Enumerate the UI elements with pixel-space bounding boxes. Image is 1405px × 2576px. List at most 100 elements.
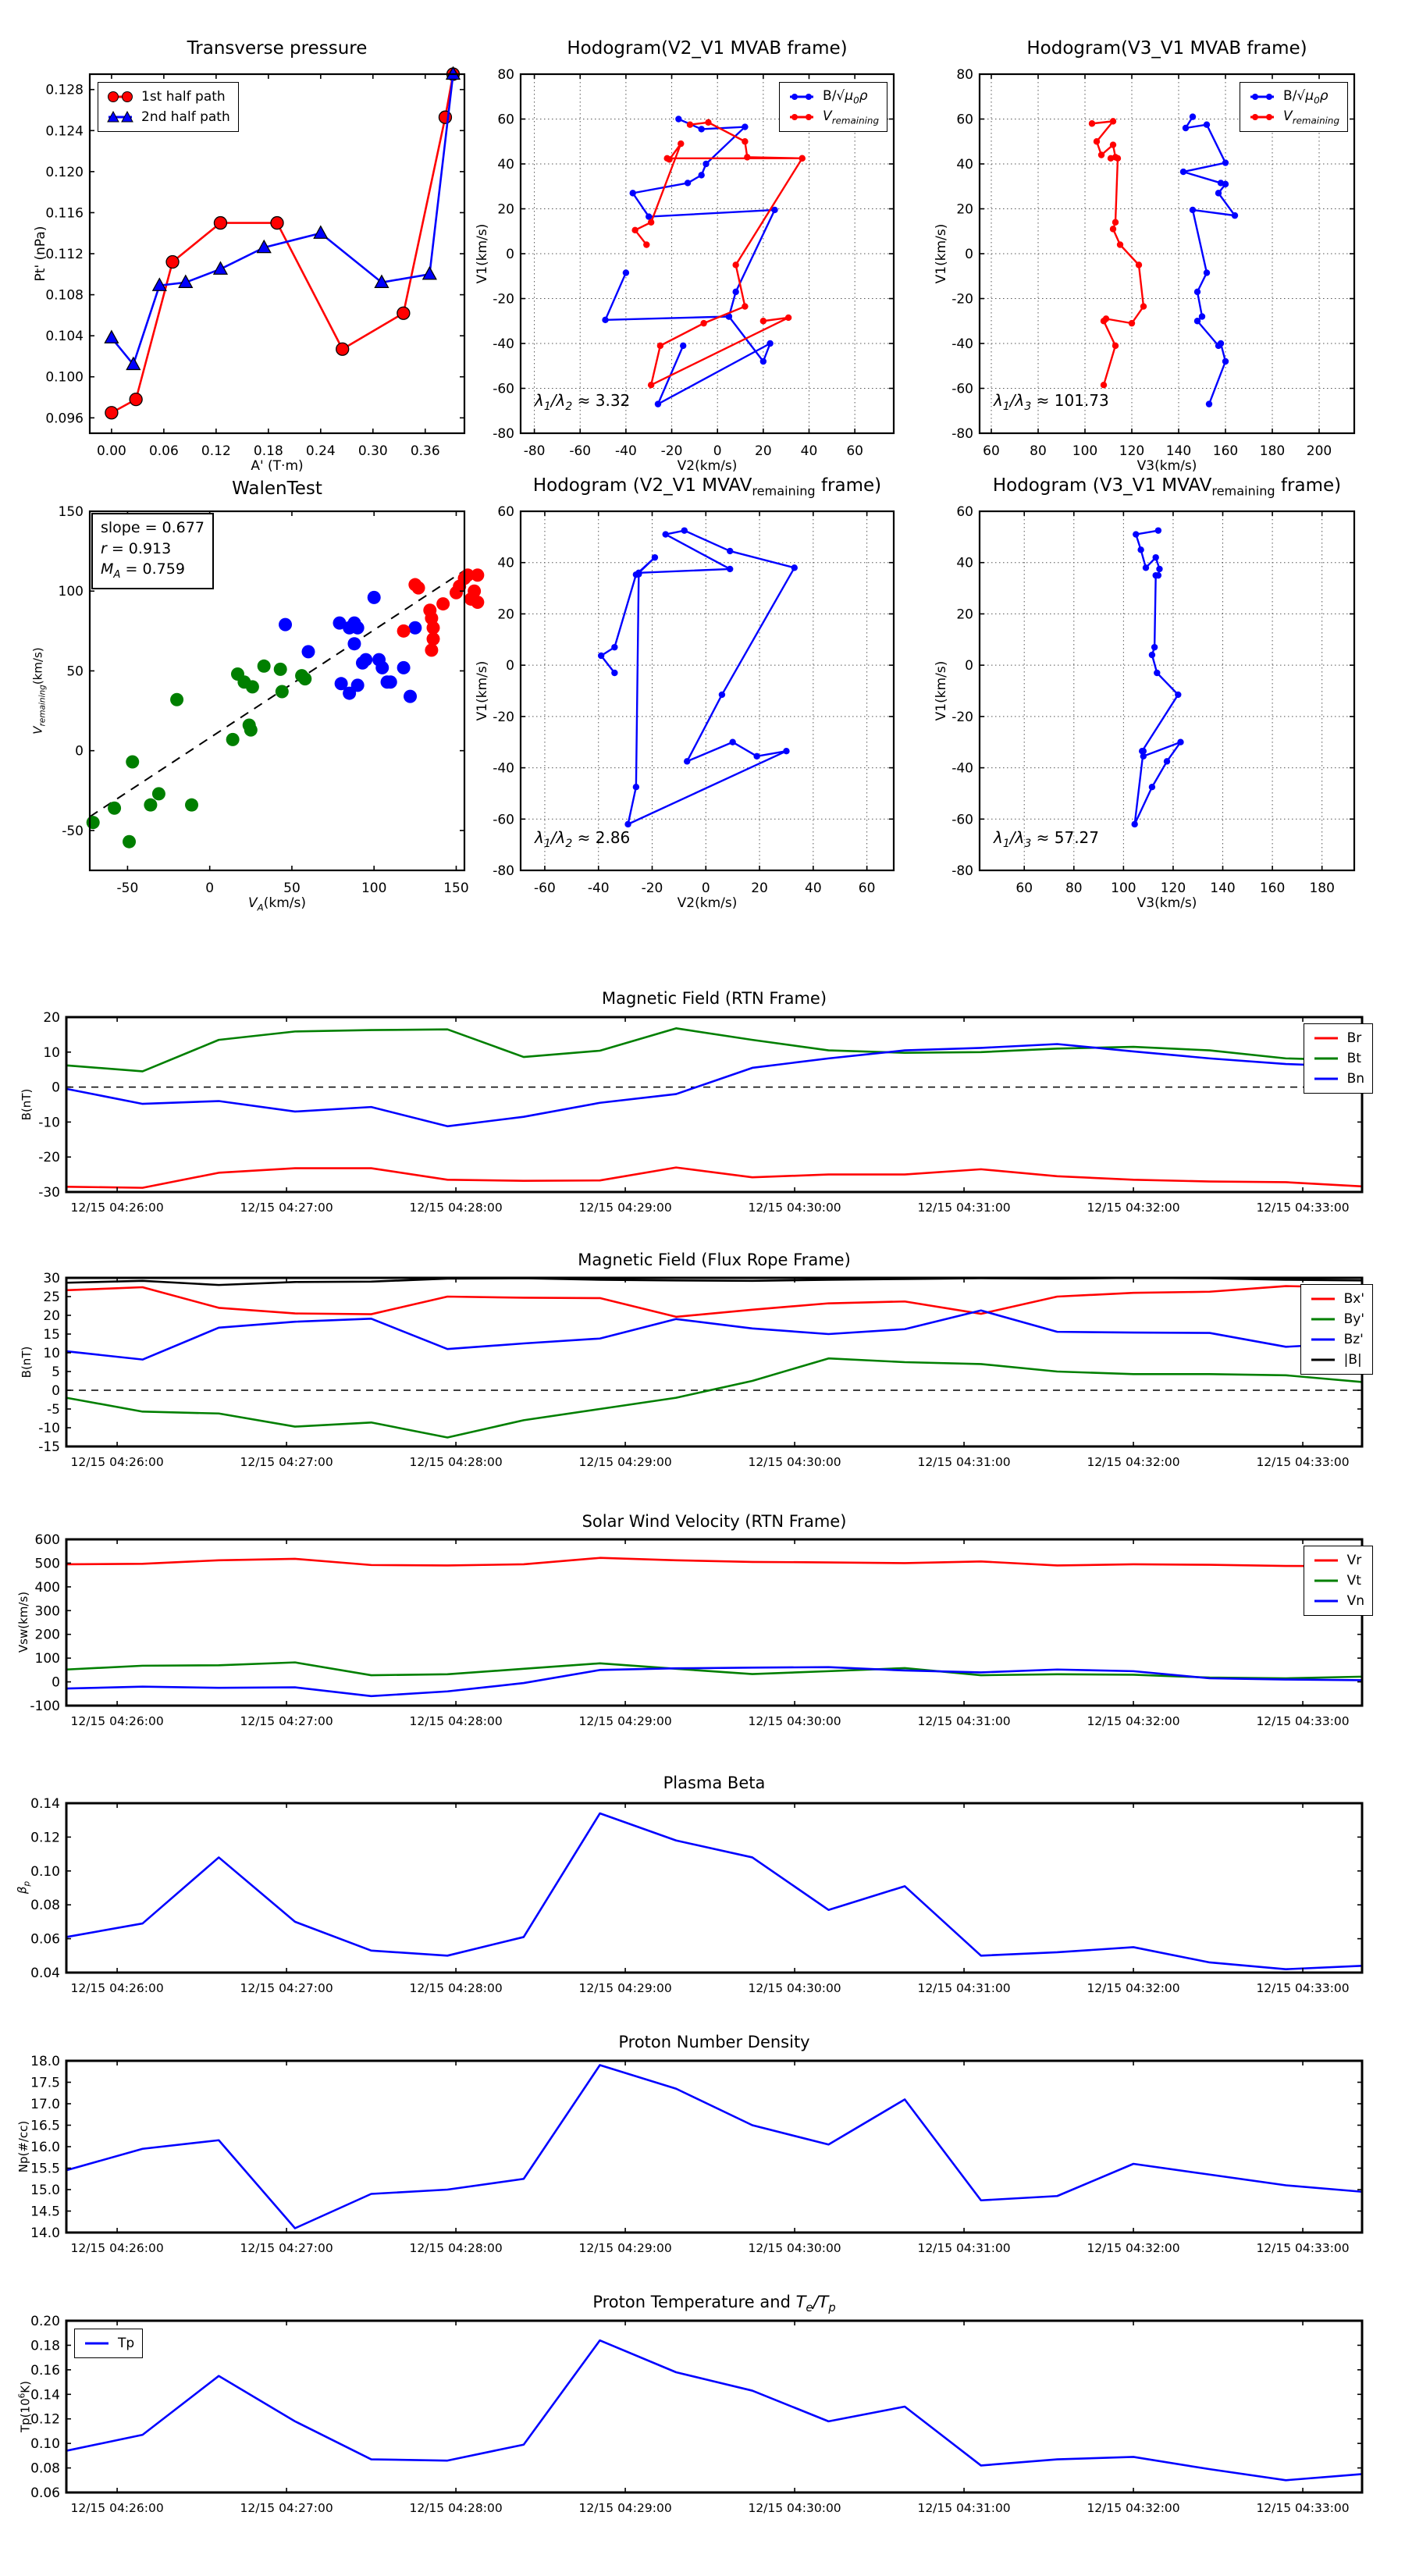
- legend: Tp: [74, 2329, 144, 2358]
- vsw-chart: 12/15 04:26:00 12/15 04:27:00 12/15 04:28:…: [30, 1532, 1364, 1728]
- scatter-point-first-half: [123, 834, 137, 849]
- y-tick-label: 0.08: [30, 2461, 60, 2477]
- y-tick-label: 17.0: [30, 2097, 60, 2112]
- hodogram-v3v1-mvab-ylabel: V1(km/s): [934, 223, 949, 284]
- x-tick-label: 120: [1161, 881, 1186, 896]
- legend-item: Vremaining: [1248, 107, 1339, 127]
- panel-hodogram-v2v1-mvab: -80 -60 -40 -20 0 20 40 60 -80 -60 -40 -20 0 20 40 60 80…: [468, 12, 944, 480]
- x-tick-label: 160: [1213, 443, 1238, 459]
- y-tick-label: 10: [43, 1045, 60, 1061]
- x-tick-label: 12/15 04:33:00: [1256, 1455, 1349, 1469]
- scatter-point-middle: [375, 660, 389, 674]
- x-tick-label: -50: [117, 881, 139, 896]
- series-Bx': [66, 1285, 1363, 1318]
- legend-item: 2nd half path: [106, 107, 230, 127]
- panel-walen-test: -50 0 50 100 150 -50 0 50 100 150 WalenTest Vrema…: [23, 449, 507, 917]
- y-tick-label: 60: [956, 504, 973, 520]
- y-tick-label: -80: [493, 426, 514, 442]
- scatter-point-second-half: [471, 568, 485, 582]
- y-tick-label: 0.16: [30, 2363, 60, 2379]
- scatter-point-first-half: [170, 692, 184, 706]
- proton-density-title: Proton Number Density: [618, 2033, 810, 2051]
- x-tick-label: 0.12: [201, 443, 231, 459]
- y-tick-label: 20: [956, 202, 973, 218]
- x-tick-label: 20: [751, 881, 768, 896]
- y-tick-label: -80: [493, 863, 514, 879]
- legend-item: Vremaining: [788, 107, 879, 127]
- y-tick-label: -10: [38, 1421, 60, 1436]
- series-V-lower: [649, 158, 803, 386]
- scatter-point-first-half: [151, 787, 165, 801]
- x-tick-label: 12/15 04:27:00: [240, 2241, 333, 2255]
- y-tick-label: -60: [951, 382, 973, 397]
- x-tick-label: -40: [615, 443, 637, 459]
- legend-label: Tp: [118, 2336, 135, 2351]
- scatter-point-first-half: [185, 798, 199, 812]
- legend-line-sample: [1314, 1559, 1338, 1562]
- panel-b-fluxrope: 12/15 04:26:00 12/15 04:27:00 12/15 04:28:…: [0, 1233, 1405, 1475]
- scatter-point-first-half: [245, 680, 259, 694]
- series-V: [599, 529, 795, 826]
- x-tick-label: 0.18: [254, 443, 283, 459]
- x-tick-label: 12/15 04:33:00: [1256, 1714, 1349, 1728]
- y-tick-label: 20: [956, 607, 973, 622]
- x-tick-label: 12/15 04:28:00: [409, 1455, 502, 1469]
- y-tick-label: 0: [52, 1675, 60, 1691]
- x-tick-label: 12/15 04:33:00: [1256, 2501, 1349, 2515]
- x-tick-label: 12/15 04:31:00: [917, 2241, 1010, 2255]
- y-tick-label: 200: [35, 1628, 60, 1643]
- series-Tp: [66, 2339, 1363, 2482]
- y-tick-label: -5: [47, 1402, 60, 1418]
- legend-label: Vremaining: [823, 108, 879, 126]
- vsw-title: Solar Wind Velocity (RTN Frame): [582, 1512, 847, 1531]
- y-tick-label: 20: [43, 1308, 60, 1324]
- legend: B/√μ0ρ Vremaining: [779, 82, 887, 132]
- x-tick-label: 12/15 04:31:00: [917, 1714, 1010, 1728]
- x-tick-label: -80: [524, 443, 546, 459]
- b-rtn-ylabel: B(nT): [20, 1088, 34, 1121]
- y-tick-label: 40: [956, 157, 973, 173]
- plot-frame: [65, 1016, 1364, 1194]
- hodogram-v2v1-mvab-annotation: λ1/λ2 ≈ 3.32: [535, 391, 631, 413]
- y-tick-label: -15: [38, 1439, 60, 1455]
- plot-frame: [65, 2059, 1364, 2234]
- x-tick-label: 12/15 04:32:00: [1087, 1455, 1179, 1469]
- x-tick-label: 12/15 04:31:00: [917, 1981, 1010, 1995]
- scatter-point-second-half: [425, 643, 439, 657]
- y-tick-label: 10: [43, 1346, 60, 1361]
- y-tick-label: 0.18: [30, 2338, 60, 2354]
- series-fit: [89, 570, 465, 818]
- scatter-point-middle: [367, 590, 381, 604]
- legend-line-sample: [1250, 114, 1275, 120]
- series-Bz': [66, 1309, 1363, 1361]
- series-Vr: [66, 1557, 1363, 1567]
- y-tick-label: 40: [497, 157, 514, 173]
- hodogram-v2v1-mvav-ylabel: V1(km/s): [475, 660, 490, 721]
- x-tick-label: 12/15 04:27:00: [240, 2501, 333, 2515]
- y-tick-label: 0.10: [30, 1864, 60, 1880]
- panel-b-rtn: 12/15 04:26:00 12/15 04:27:00 12/15 04:28:…: [0, 972, 1405, 1214]
- scatter-point-first-half: [257, 659, 271, 673]
- walen-test-title: WalenTest: [232, 479, 322, 499]
- legend-item: |B|: [1309, 1350, 1364, 1370]
- x-tick-label: 120: [1119, 443, 1144, 459]
- legend-item: B/√μ0ρ: [1248, 87, 1339, 107]
- y-tick-label: -50: [62, 824, 84, 839]
- proton-density-ylabel: Np(#/cc): [16, 2120, 30, 2173]
- y-tick-label: -60: [493, 382, 514, 397]
- x-tick-label: 60: [983, 443, 1000, 459]
- legend-item: B/√μ0ρ: [788, 87, 879, 107]
- scatter-point-second-half: [436, 597, 450, 611]
- x-tick-label: 12/15 04:28:00: [409, 1981, 502, 1995]
- y-tick-label: 0.108: [45, 288, 84, 304]
- transverse-pressure-xlabel: A' (T·m): [251, 458, 304, 474]
- legend-item: Vr: [1312, 1550, 1364, 1571]
- plot-frame: [88, 510, 466, 872]
- scatter-point-middle: [279, 617, 293, 632]
- plasma-beta-title: Plasma Beta: [663, 1774, 766, 1792]
- y-tick-label: 0.12: [30, 2412, 60, 2428]
- x-tick-label: 0.30: [358, 443, 388, 459]
- scatter-point-second-half: [411, 581, 425, 595]
- y-tick-label: 15.0: [30, 2183, 60, 2198]
- x-tick-label: 40: [805, 881, 822, 896]
